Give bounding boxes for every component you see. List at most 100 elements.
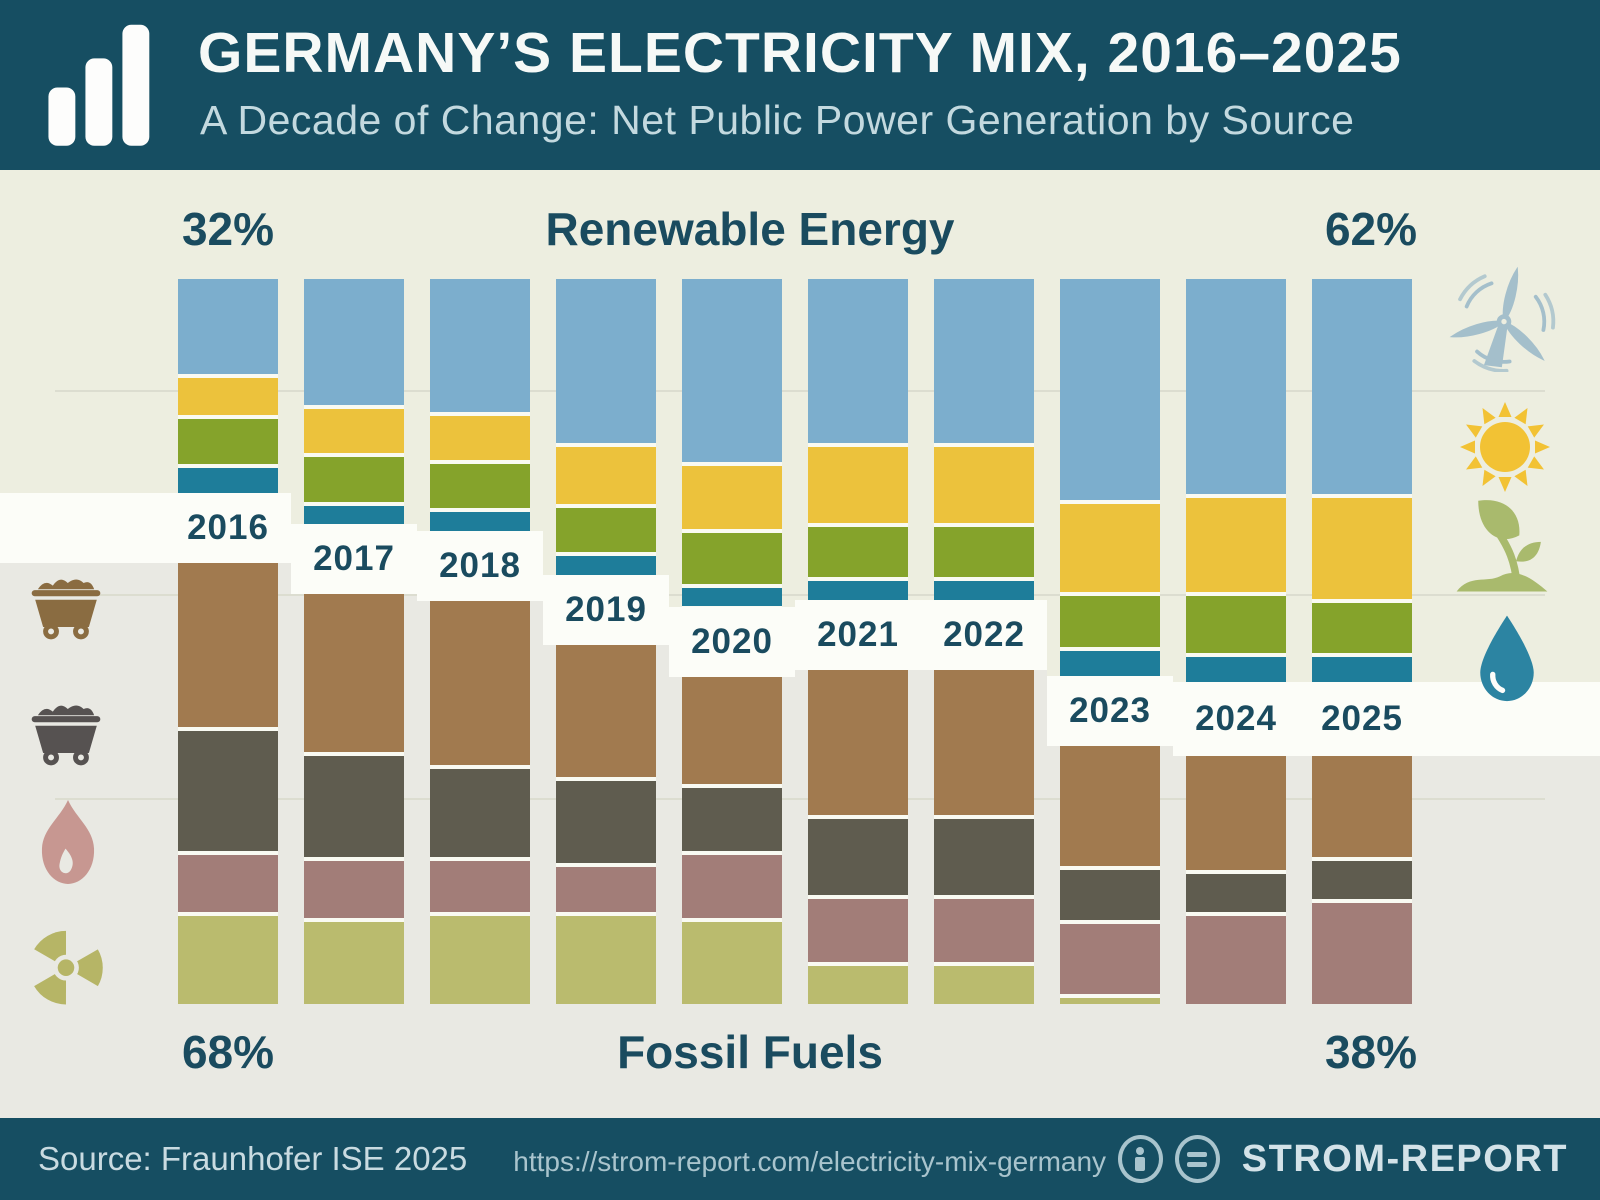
bar-renewable-2018 [430,279,530,531]
bar-segment-hydro-2025 [1312,657,1412,683]
bar-segment-lignite-2024 [1186,756,1286,870]
bar-segment-hard-coal-2023 [1060,869,1160,921]
bar-segment-lignite-2016 [178,562,278,727]
year-band [417,530,543,601]
bar-segment-solar-2024 [1186,497,1286,593]
bar-segment-wind-2020 [682,279,782,462]
footer: Source: Fraunhofer ISE 2025 https://stro… [0,1118,1600,1200]
gridline [55,594,1545,596]
bar-segment-solar-2020 [682,466,782,530]
bar-fossil-2021 [808,670,908,1004]
bar-segment-biomass-2021 [808,526,908,578]
brand-name: STROM-REPORT [1241,1137,1568,1180]
bar-segment-solar-2021 [808,447,908,523]
header: GERMANY’S ELECTRICITY MIX, 2016–2025 A D… [0,0,1600,170]
year-label: 2018 [439,545,521,585]
bar-segment-solar-2022 [934,447,1034,523]
bar-segment-lignite-2025 [1312,756,1412,858]
bar-renewable-2023 [1060,279,1160,676]
bar-segment-natural-gas-2023 [1060,924,1160,994]
biomass-sprout-icon [1448,490,1556,598]
bar-segment-hydro-2021 [808,581,908,601]
left-margin-renewable-zone [0,170,165,493]
bar-renewable-2021 [808,279,908,601]
year-band [543,574,669,645]
page-subtitle: A Decade of Change: Net Public Power Gen… [200,97,1355,143]
year-label: 2022 [943,615,1025,655]
lignite-cart-icon [22,554,110,642]
bar-segment-hard-coal-2016 [178,731,278,851]
year-label: 2019 [565,589,647,629]
bar-segment-natural-gas-2024 [1186,915,1286,1004]
bar-segment-nuclear-2019 [556,915,656,1004]
year-band [1299,682,1425,757]
bar-segment-wind-2019 [556,279,656,444]
bar-segment-natural-gas-2018 [430,861,530,912]
bar-segment-natural-gas-2016 [178,854,278,912]
fossil-fuels-label: Fossil Fuels [617,1026,883,1078]
bar-segment-lignite-2019 [556,644,656,778]
bar-fossil-2017 [304,594,404,1005]
bar-segment-nuclear-2023 [1060,997,1160,1004]
bar-segment-solar-2019 [556,447,656,504]
bar-segment-lignite-2018 [430,600,530,765]
bar-segment-hydro-2018 [430,511,530,531]
bar-segment-solar-2017 [304,409,404,454]
bar-fossil-2022 [934,670,1034,1004]
renewable-share-start-label: 32% [181,203,275,255]
bar-segment-hydro-2022 [934,581,1034,601]
bar-fossil-2023 [1060,745,1160,1004]
year-band [291,524,417,595]
year-band [1173,682,1299,757]
bar-segment-solar-2023 [1060,503,1160,593]
chart-area: 32% Renewable Energy 62% 68% Fossil Fuel… [0,170,1600,1118]
bar-segment-natural-gas-2020 [682,854,782,918]
bar-segment-solar-2025 [1312,497,1412,599]
bar-segment-hydro-2023 [1060,650,1160,676]
source-credit: Source: Fraunhofer ISE 2025 [38,1140,468,1177]
bar-segment-lignite-2022 [934,670,1034,816]
year-label: 2023 [1069,690,1151,730]
bar-segment-hard-coal-2022 [934,819,1034,895]
year-band [165,492,291,563]
bar-segment-biomass-2018 [430,463,530,508]
bar-segment-biomass-2023 [1060,596,1160,647]
fossil-share-end-label: 38% [1324,1026,1418,1078]
bar-segment-lignite-2017 [304,594,404,753]
bar-segment-biomass-2024 [1186,596,1286,653]
renewable-share-end-label: 62% [1324,203,1418,255]
bar-segment-wind-2021 [808,279,908,444]
bar-renewable-2022 [934,279,1034,601]
bar-segment-hard-coal-2025 [1312,861,1412,900]
bar-segment-biomass-2016 [178,419,278,464]
hard-coal-cart-icon [22,680,110,768]
bar-renewable-2025 [1312,279,1412,683]
equals-circle-icon [1174,1135,1220,1183]
bar-renewable-2017 [304,279,404,525]
bar-segment-biomass-2025 [1312,602,1412,653]
year-band [795,600,921,671]
bar-fossil-2018 [430,600,530,1004]
year-label: 2020 [691,621,773,661]
bar-segment-wind-2017 [304,279,404,406]
bar-segment-biomass-2020 [682,533,782,584]
bar-segment-biomass-2022 [934,526,1034,578]
fossil-share-start-label: 68% [181,1026,275,1078]
year-band [669,606,795,677]
page-title: GERMANY’S ELECTRICITY MIX, 2016–2025 [198,21,1402,85]
nuclear-radiation-icon [20,918,114,1014]
wind-turbine-icon [1448,260,1568,384]
gridline [55,390,1545,392]
bar-segment-hydro-2024 [1186,656,1286,683]
bar-segment-wind-2016 [178,279,278,374]
bar-segment-hard-coal-2019 [556,781,656,864]
water-drop-icon [1462,612,1552,710]
info-circle-icon [1118,1135,1163,1183]
source-url: https://strom-report.com/electricity-mix… [513,1146,1107,1177]
bar-segment-lignite-2020 [682,676,782,784]
bar-fossil-2019 [556,644,656,1004]
renewable-energy-label: Renewable Energy [545,203,955,255]
bar-renewable-2019 [556,279,656,575]
bar-segment-wind-2023 [1060,279,1160,500]
